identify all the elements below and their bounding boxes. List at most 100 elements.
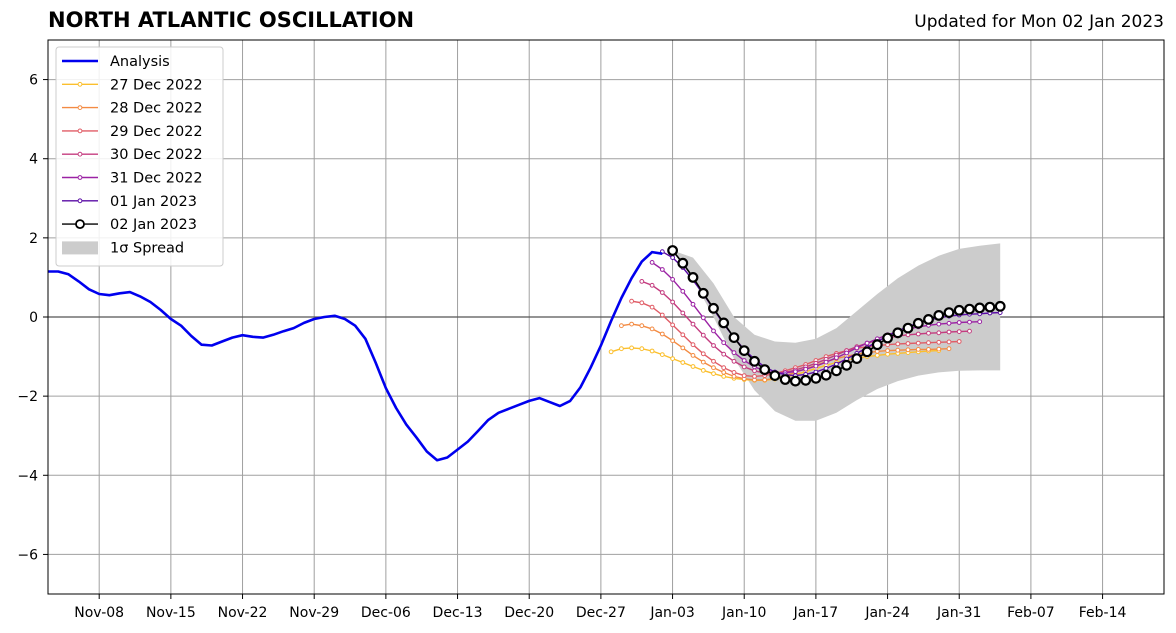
data-point xyxy=(649,282,655,288)
data-point xyxy=(629,298,634,304)
series-line xyxy=(48,250,663,462)
data-point xyxy=(977,319,983,325)
legend-marker xyxy=(77,151,83,157)
data-point xyxy=(690,342,696,348)
data-point xyxy=(680,310,686,316)
data-point xyxy=(721,340,727,346)
x-tick-label: Feb-14 xyxy=(1079,605,1127,621)
data-point xyxy=(680,345,686,351)
x-tick-label: Dec-20 xyxy=(504,605,554,621)
data-point xyxy=(608,349,614,355)
data-point xyxy=(936,330,942,336)
data-point xyxy=(905,341,911,346)
legend-label: 28 Dec 2022 xyxy=(110,101,203,117)
data-point xyxy=(861,346,873,358)
data-point xyxy=(741,358,747,363)
data-point xyxy=(687,272,699,283)
legend-marker xyxy=(77,81,83,87)
data-point xyxy=(629,345,634,351)
data-point xyxy=(810,372,822,384)
data-point xyxy=(711,371,716,377)
data-point xyxy=(680,360,686,365)
data-point xyxy=(841,359,852,371)
data-point xyxy=(711,358,716,364)
data-point xyxy=(670,322,675,328)
data-point xyxy=(670,356,675,362)
data-point xyxy=(741,364,747,370)
x-tick-label: Dec-06 xyxy=(361,605,411,621)
data-point xyxy=(946,339,952,345)
y-tick-label: −4 xyxy=(17,468,38,484)
data-point xyxy=(926,340,931,346)
legend-label: 01 Jan 2023 xyxy=(110,194,197,210)
data-point xyxy=(690,321,696,327)
legend-marker xyxy=(77,105,83,110)
data-point xyxy=(749,355,760,367)
legend-entry: 31 Dec 2022 xyxy=(62,171,203,187)
legend-box xyxy=(55,46,224,267)
legend-label: 31 Dec 2022 xyxy=(110,171,203,187)
data-point xyxy=(639,279,645,284)
data-point xyxy=(690,353,696,358)
data-point xyxy=(711,365,716,371)
legend-label: Analysis xyxy=(110,54,170,70)
legend-marker xyxy=(77,198,83,204)
data-point xyxy=(639,346,645,352)
legend-marker xyxy=(77,175,83,180)
data-point xyxy=(823,366,829,371)
data-point xyxy=(670,299,675,305)
legend-entry: 02 Jan 2023 xyxy=(62,217,197,233)
data-point xyxy=(769,370,781,382)
legend-label: 30 Dec 2022 xyxy=(110,147,203,163)
y-tick-label: −6 xyxy=(17,547,38,563)
data-point xyxy=(790,375,801,387)
data-point xyxy=(882,332,893,344)
legend-entry: Analysis xyxy=(62,54,170,70)
data-point xyxy=(721,351,727,357)
data-point xyxy=(902,322,914,334)
data-point xyxy=(690,301,696,307)
data-point xyxy=(956,329,962,335)
data-point xyxy=(752,374,757,379)
legend-label: 29 Dec 2022 xyxy=(110,124,203,140)
data-point xyxy=(926,330,931,336)
data-point xyxy=(895,341,901,347)
grid-layer xyxy=(48,40,1164,594)
data-point xyxy=(779,374,791,385)
y-tick-label: 6 xyxy=(29,73,38,89)
data-point xyxy=(659,312,665,318)
data-point xyxy=(700,368,706,373)
data-point xyxy=(711,343,716,348)
data-point xyxy=(831,365,842,377)
data-point xyxy=(718,317,730,329)
data-point xyxy=(700,315,706,321)
data-point xyxy=(619,346,624,352)
data-point xyxy=(752,368,757,374)
legend-entry: 01 Jan 2023 xyxy=(62,194,197,210)
data-point xyxy=(994,300,1006,312)
x-tick-label: Jan-03 xyxy=(649,605,694,621)
legend-entry: 28 Dec 2022 xyxy=(62,101,203,117)
legend-label: 02 Jan 2023 xyxy=(110,217,197,233)
data-point xyxy=(820,369,832,381)
data-point xyxy=(984,301,996,313)
data-point xyxy=(915,331,921,337)
x-tick-label: Dec-13 xyxy=(433,605,483,621)
data-point xyxy=(670,338,675,344)
y-tick-label: −2 xyxy=(17,389,38,405)
data-point xyxy=(670,277,675,282)
data-point xyxy=(659,290,665,295)
data-point xyxy=(639,300,645,306)
data-point xyxy=(721,365,727,371)
data-point xyxy=(943,307,955,319)
data-point xyxy=(639,323,645,329)
data-point xyxy=(803,366,809,372)
x-tick-label: Nov-15 xyxy=(146,605,196,621)
data-point xyxy=(967,328,972,334)
data-point xyxy=(659,331,665,337)
data-point xyxy=(854,345,860,351)
data-point xyxy=(649,304,655,310)
data-point xyxy=(711,328,716,334)
data-point xyxy=(946,346,952,352)
y-tick-label: 2 xyxy=(29,231,38,247)
